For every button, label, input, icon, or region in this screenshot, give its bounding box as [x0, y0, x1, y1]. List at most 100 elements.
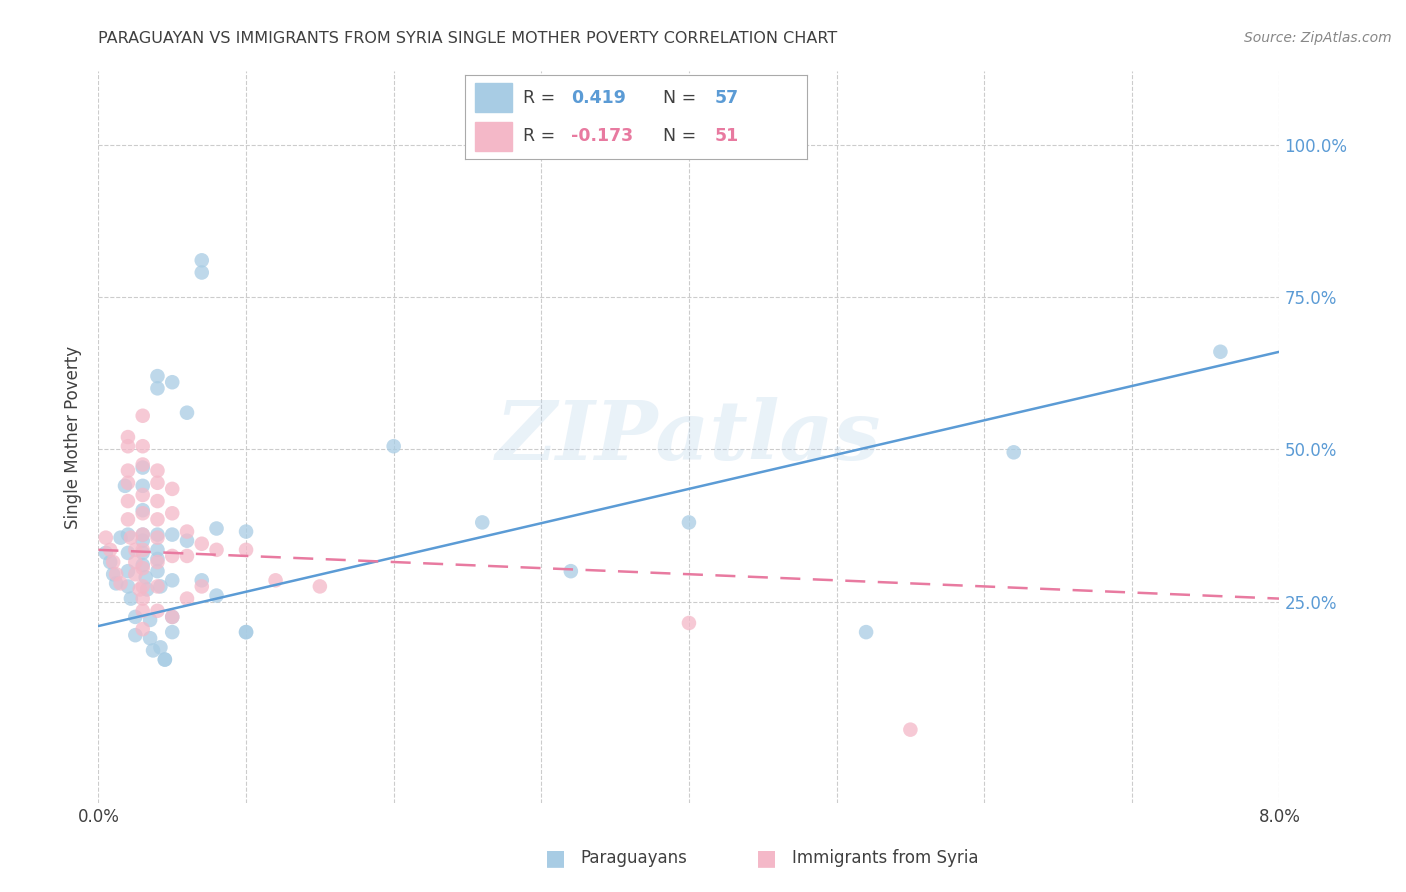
- Point: [124, 567, 146, 582]
- Point: [191, 537, 214, 551]
- Point: [146, 527, 169, 541]
- Point: [153, 652, 176, 666]
- Point: [120, 591, 142, 606]
- Point: [162, 610, 183, 624]
- Point: [146, 512, 169, 526]
- Point: [900, 723, 922, 737]
- Point: [117, 494, 139, 508]
- Point: [162, 482, 183, 496]
- Point: [139, 613, 162, 627]
- Point: [142, 643, 165, 657]
- Point: [128, 582, 150, 597]
- Text: ZIPatlas: ZIPatlas: [496, 397, 882, 477]
- Point: [678, 615, 700, 630]
- Point: [132, 439, 155, 453]
- Point: [855, 625, 877, 640]
- Point: [162, 549, 183, 563]
- Point: [98, 542, 121, 557]
- Point: [132, 488, 155, 502]
- Point: [117, 475, 139, 490]
- Point: [132, 622, 155, 636]
- Point: [162, 527, 183, 541]
- Point: [205, 521, 228, 535]
- Point: [132, 527, 155, 541]
- Point: [146, 475, 169, 490]
- Point: [264, 574, 287, 588]
- Point: [117, 439, 139, 453]
- Point: [94, 531, 117, 545]
- Point: [132, 527, 155, 541]
- Point: [176, 549, 198, 563]
- Point: [105, 567, 128, 582]
- Point: [162, 506, 183, 520]
- Point: [132, 546, 155, 560]
- Point: [191, 579, 214, 593]
- Point: [117, 464, 139, 478]
- Point: [132, 604, 155, 618]
- Point: [117, 546, 139, 560]
- Point: [678, 516, 700, 530]
- Point: [132, 458, 155, 472]
- Point: [135, 570, 157, 584]
- Point: [124, 610, 146, 624]
- Point: [132, 579, 155, 593]
- Point: [103, 555, 125, 569]
- Point: [235, 524, 257, 539]
- Point: [235, 625, 257, 640]
- Point: [1002, 445, 1025, 459]
- Point: [235, 625, 257, 640]
- Point: [149, 640, 172, 655]
- Point: [162, 625, 183, 640]
- Point: [139, 632, 162, 646]
- Point: [132, 542, 155, 557]
- Text: ■: ■: [756, 848, 776, 868]
- Point: [117, 430, 139, 444]
- Point: [117, 564, 139, 578]
- Point: [132, 591, 155, 606]
- Point: [114, 479, 136, 493]
- Point: [136, 582, 159, 597]
- Point: [110, 576, 132, 591]
- Point: [191, 266, 214, 280]
- Point: [132, 503, 155, 517]
- Point: [1209, 344, 1232, 359]
- Point: [120, 531, 142, 545]
- Point: [146, 531, 169, 545]
- Point: [146, 381, 169, 395]
- Point: [162, 574, 183, 588]
- Point: [132, 558, 155, 573]
- Text: Immigrants from Syria: Immigrants from Syria: [792, 849, 979, 867]
- Point: [117, 579, 139, 593]
- Point: [124, 628, 146, 642]
- Point: [132, 460, 155, 475]
- Point: [132, 506, 155, 520]
- Point: [205, 542, 228, 557]
- Point: [103, 567, 125, 582]
- Text: Source: ZipAtlas.com: Source: ZipAtlas.com: [1244, 31, 1392, 45]
- Point: [132, 479, 155, 493]
- Point: [162, 376, 183, 390]
- Point: [132, 409, 155, 423]
- Point: [146, 604, 169, 618]
- Point: [149, 579, 172, 593]
- Point: [176, 406, 198, 420]
- Point: [124, 555, 146, 569]
- Point: [146, 564, 169, 578]
- Point: [146, 542, 169, 557]
- Point: [382, 439, 405, 453]
- Point: [176, 591, 198, 606]
- Point: [146, 494, 169, 508]
- Point: [146, 369, 169, 384]
- Point: [176, 524, 198, 539]
- Point: [162, 610, 183, 624]
- Point: [132, 533, 155, 548]
- Point: [94, 546, 117, 560]
- Point: [117, 527, 139, 541]
- Point: [560, 564, 582, 578]
- Point: [132, 561, 155, 575]
- Text: ■: ■: [546, 848, 565, 868]
- Point: [308, 579, 332, 593]
- Point: [98, 555, 121, 569]
- Point: [235, 542, 257, 557]
- Point: [146, 579, 169, 593]
